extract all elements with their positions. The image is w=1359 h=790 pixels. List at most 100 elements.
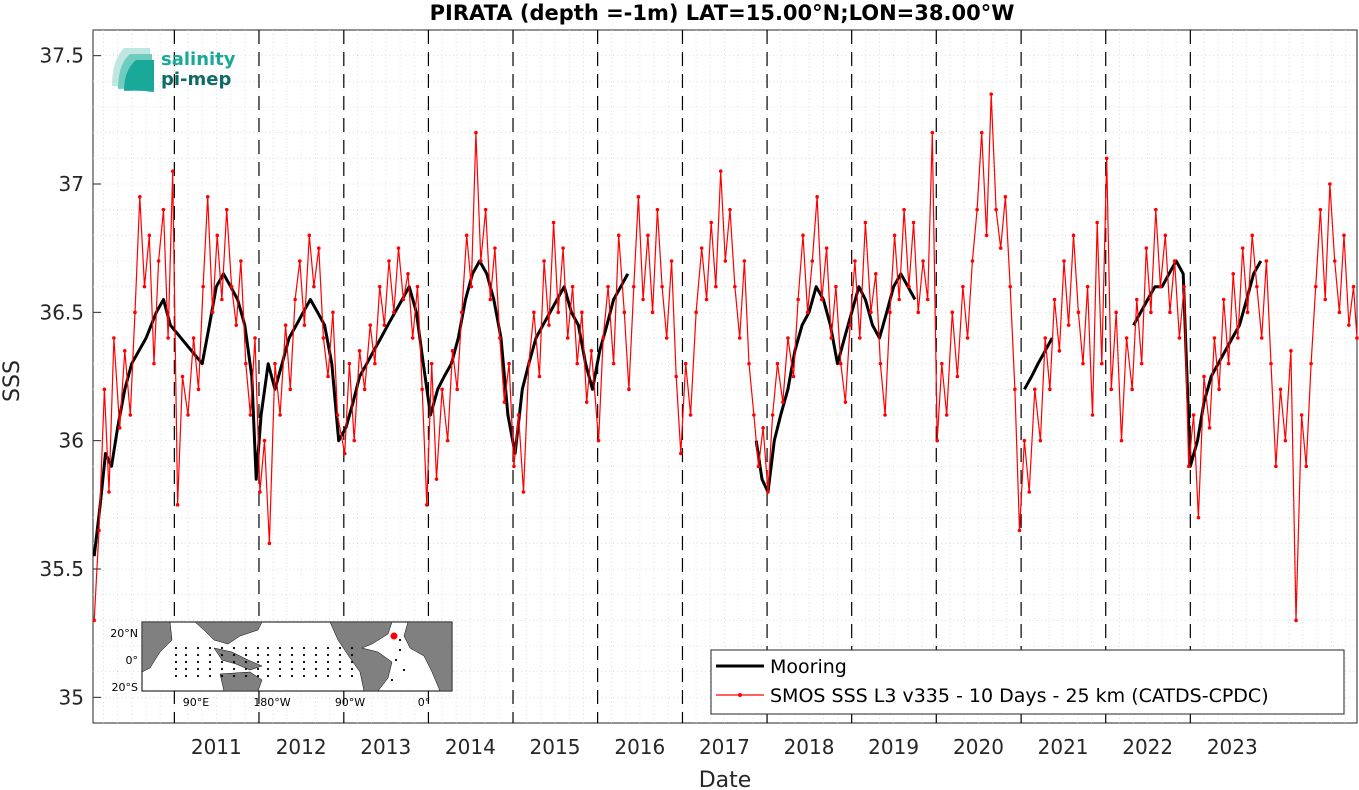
map-station-dot <box>232 646 236 650</box>
data-point-smos <box>1017 528 1022 533</box>
data-point-smos <box>1013 387 1017 392</box>
data-point-smos <box>102 387 107 392</box>
data-point-smos <box>1081 361 1085 366</box>
data-point-smos <box>683 361 688 366</box>
data-point-smos <box>243 361 248 366</box>
x-tick-label: 2018 <box>784 735 835 759</box>
data-point-smos <box>210 310 215 315</box>
data-point-smos <box>775 361 780 366</box>
map-station-dot <box>338 653 342 657</box>
data-point-smos <box>761 426 765 430</box>
data-point-smos <box>122 349 127 353</box>
data-point-smos <box>1158 284 1163 289</box>
data-point-smos <box>152 361 156 366</box>
year-dashed-lines <box>173 30 1191 723</box>
data-point-smos <box>1144 246 1149 250</box>
y-tick-label: 36.5 <box>39 300 84 324</box>
data-point-smos <box>718 169 723 173</box>
data-point-smos <box>561 246 565 250</box>
data-point-smos <box>1149 310 1153 315</box>
data-point-smos <box>396 246 401 250</box>
data-point-smos <box>170 169 175 173</box>
data-point-smos <box>791 374 796 379</box>
data-point-smos <box>273 361 277 366</box>
series-line-mooring <box>754 272 917 494</box>
data-point-smos <box>1003 195 1008 199</box>
map-lat-label-0: 0° <box>126 654 139 667</box>
data-point-smos <box>925 297 930 302</box>
map-station-dot <box>244 653 248 657</box>
map-station-dot <box>244 660 248 664</box>
data-point-smos <box>424 503 429 507</box>
map-lon-label-90w: 90°W <box>335 696 365 709</box>
data-point-smos <box>950 310 955 315</box>
data-point-smos <box>368 323 373 327</box>
map-station-dot <box>314 660 318 664</box>
x-tick-label: 2023 <box>1207 735 1258 759</box>
map-station-dot <box>266 646 270 650</box>
data-point-smos <box>669 259 674 263</box>
data-point-smos <box>556 310 561 315</box>
map-station-dot <box>290 667 294 671</box>
map-station-dot <box>184 660 188 664</box>
data-point-smos <box>321 336 326 340</box>
data-point-smos <box>970 259 975 263</box>
data-point-smos <box>1347 323 1351 327</box>
map-station-dot <box>232 653 236 657</box>
data-point-smos <box>357 349 362 353</box>
map-station-dot <box>184 667 188 671</box>
data-point-smos <box>161 207 166 212</box>
data-point-smos <box>1139 361 1144 366</box>
data-point-smos <box>1163 233 1168 238</box>
data-point-smos <box>253 336 257 340</box>
data-point-smos <box>205 195 210 199</box>
data-point-smos <box>1269 361 1273 366</box>
data-point-smos <box>596 438 601 443</box>
data-point-smos <box>488 297 493 302</box>
map-station-dot <box>208 667 212 671</box>
data-point-smos <box>998 246 1003 250</box>
logo-wave-icon <box>112 48 154 92</box>
map-station-dot <box>302 653 306 657</box>
map-station-dot <box>390 678 394 682</box>
data-point-smos <box>699 246 704 250</box>
data-point-smos <box>1177 336 1182 340</box>
data-point-smos <box>863 220 868 225</box>
data-point-smos <box>362 387 367 392</box>
data-point-smos <box>961 284 965 289</box>
map-station-dot <box>256 674 260 678</box>
data-point-smos <box>742 259 747 263</box>
data-point-smos <box>1342 233 1346 238</box>
data-point-smos <box>1114 310 1118 315</box>
map-station-dot <box>208 660 212 664</box>
data-point-smos <box>1318 207 1323 212</box>
data-point-smos <box>650 310 655 315</box>
data-point-smos <box>526 361 531 366</box>
map-station-dot <box>326 667 330 671</box>
map-station-dot <box>350 653 354 657</box>
data-point-smos <box>107 490 111 494</box>
map-station-dot <box>302 646 306 650</box>
data-point-smos <box>1182 284 1186 289</box>
data-point-smos <box>1048 387 1052 392</box>
data-point-smos <box>1186 464 1191 469</box>
data-point-smos <box>979 130 984 135</box>
data-point-smos <box>459 310 464 315</box>
map-station-dot <box>244 667 248 671</box>
map-land-australia <box>219 671 263 692</box>
data-point-smos <box>410 336 415 340</box>
plot-area <box>92 29 1358 724</box>
y-axis-title: SSS <box>0 360 25 402</box>
map-station-dot <box>326 653 330 657</box>
map-station-dot <box>302 667 306 671</box>
y-tick-label: 35 <box>59 685 84 709</box>
data-point-smos <box>1250 233 1255 238</box>
series-line-mooring <box>1023 337 1054 391</box>
map-land-maritime <box>213 647 263 671</box>
data-point-smos <box>220 297 224 302</box>
data-point-smos <box>133 310 137 315</box>
data-point-smos <box>307 233 312 238</box>
data-point-smos <box>1328 182 1332 186</box>
data-point-smos <box>326 374 330 379</box>
